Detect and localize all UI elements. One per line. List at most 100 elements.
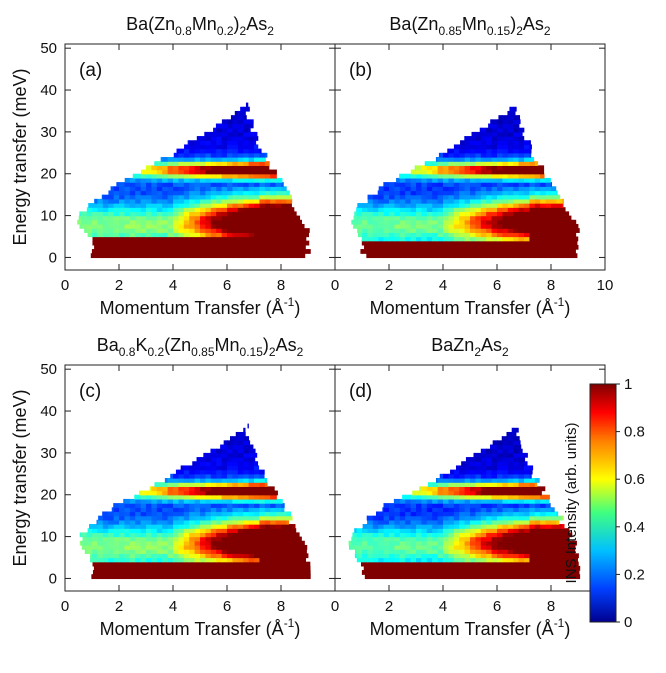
heatmap-cell bbox=[173, 561, 179, 567]
heatmap-cell bbox=[259, 528, 266, 534]
heatmap-cell bbox=[502, 228, 509, 233]
heatmap-cell bbox=[216, 127, 223, 133]
heatmap-cell bbox=[540, 186, 547, 192]
heatmap-cell bbox=[545, 177, 551, 183]
heatmap-cell bbox=[432, 219, 439, 225]
heatmap-cell bbox=[178, 544, 185, 550]
heatmap-cell bbox=[491, 574, 498, 580]
heatmap-cell bbox=[475, 565, 482, 571]
heatmap-cell bbox=[216, 549, 223, 554]
heatmap-cell bbox=[119, 532, 125, 538]
heatmap-cell bbox=[146, 503, 152, 508]
heatmap-cell bbox=[443, 524, 449, 529]
heatmap-cell bbox=[470, 173, 476, 179]
heatmap-cell bbox=[357, 203, 363, 208]
heatmap-cell bbox=[518, 553, 525, 559]
heatmap-cell bbox=[113, 532, 120, 538]
heatmap-cell bbox=[167, 544, 174, 550]
heatmap-cell bbox=[545, 519, 552, 525]
heatmap-cell bbox=[486, 465, 493, 471]
heatmap-cell bbox=[502, 157, 509, 162]
heatmap-cell bbox=[151, 565, 158, 571]
heatmap-cell bbox=[497, 524, 503, 529]
heatmap-cell bbox=[502, 553, 509, 559]
heatmap-cell bbox=[378, 524, 385, 529]
heatmap-cell bbox=[189, 236, 196, 242]
heatmap-cell bbox=[92, 228, 98, 233]
heatmap-cell bbox=[416, 169, 422, 175]
heatmap-cell bbox=[356, 528, 363, 534]
heatmap-cell bbox=[513, 152, 520, 158]
heatmap-cell bbox=[167, 511, 174, 517]
heatmap-cell bbox=[173, 198, 179, 204]
heatmap-cell bbox=[470, 469, 476, 475]
panel-title: Ba(Zn0.85​Mn0.15​)2​As2​ bbox=[389, 14, 550, 38]
heatmap-cell bbox=[443, 207, 449, 213]
heatmap-cell bbox=[507, 461, 514, 467]
heatmap-cell bbox=[205, 515, 212, 521]
heatmap-cell bbox=[378, 549, 385, 554]
heatmap-cell bbox=[200, 536, 206, 542]
heatmap-cell bbox=[232, 444, 239, 450]
heatmap-cell bbox=[216, 169, 223, 175]
heatmap-cell bbox=[146, 515, 152, 521]
heatmap-cell bbox=[162, 515, 169, 521]
heatmap-cell bbox=[572, 249, 576, 254]
heatmap-cell bbox=[200, 203, 206, 208]
heatmap-cell bbox=[167, 557, 174, 563]
heatmap-cell bbox=[475, 532, 482, 538]
heatmap-cell bbox=[227, 253, 233, 259]
y-tick-label: 40 bbox=[40, 403, 57, 420]
heatmap-cell bbox=[348, 540, 352, 546]
heatmap-cell bbox=[491, 194, 498, 200]
heatmap-cell bbox=[524, 473, 530, 479]
heatmap-cell bbox=[480, 148, 487, 154]
heatmap-cell bbox=[129, 236, 136, 242]
heatmap-cell bbox=[464, 177, 471, 183]
heatmap-cell bbox=[189, 177, 196, 183]
heatmap-cell bbox=[491, 557, 498, 563]
heatmap-cell bbox=[448, 215, 455, 221]
heatmap-cell bbox=[232, 228, 239, 233]
heatmap-cell bbox=[486, 532, 493, 538]
heatmap-cell bbox=[416, 515, 422, 521]
heatmap-cell bbox=[486, 461, 493, 467]
heatmap-cell bbox=[216, 140, 223, 146]
heatmap-cell bbox=[156, 173, 163, 179]
heatmap-cell bbox=[426, 490, 433, 496]
heatmap-cell bbox=[443, 519, 449, 525]
heatmap-cell bbox=[281, 549, 287, 554]
heatmap-cell bbox=[486, 207, 493, 213]
heatmap-cell bbox=[135, 232, 142, 238]
heatmap-cell bbox=[513, 444, 520, 450]
heatmap-cell bbox=[248, 182, 255, 187]
heatmap-cell bbox=[513, 110, 516, 116]
heatmap-cell bbox=[281, 557, 287, 563]
heatmap-cell bbox=[97, 536, 104, 542]
heatmap-cell bbox=[486, 490, 493, 496]
heatmap-cell bbox=[86, 532, 93, 538]
heatmap-cell bbox=[416, 528, 422, 534]
heatmap-cell bbox=[281, 203, 287, 208]
heatmap-cell bbox=[200, 186, 206, 192]
heatmap-cell bbox=[221, 123, 228, 129]
heatmap-cell bbox=[410, 528, 417, 534]
heatmap-cell bbox=[97, 228, 104, 233]
heatmap-cell bbox=[459, 549, 466, 554]
heatmap-cell bbox=[507, 553, 514, 559]
heatmap-cell bbox=[183, 503, 190, 508]
heatmap-cell bbox=[529, 165, 536, 171]
heatmap-cell bbox=[259, 249, 266, 254]
heatmap-cell bbox=[210, 448, 217, 454]
heatmap-cell bbox=[167, 553, 174, 559]
heatmap-cell bbox=[529, 253, 536, 259]
heatmap-cell bbox=[491, 553, 498, 559]
heatmap-cell bbox=[497, 536, 503, 542]
heatmap-cell bbox=[578, 561, 579, 567]
heatmap-cell bbox=[216, 203, 223, 208]
heatmap-cell bbox=[140, 540, 147, 546]
heatmap-cell bbox=[232, 161, 239, 166]
x-tick-label: 2 bbox=[385, 277, 393, 294]
heatmap-cell bbox=[216, 232, 223, 238]
heatmap-cell bbox=[270, 574, 277, 580]
